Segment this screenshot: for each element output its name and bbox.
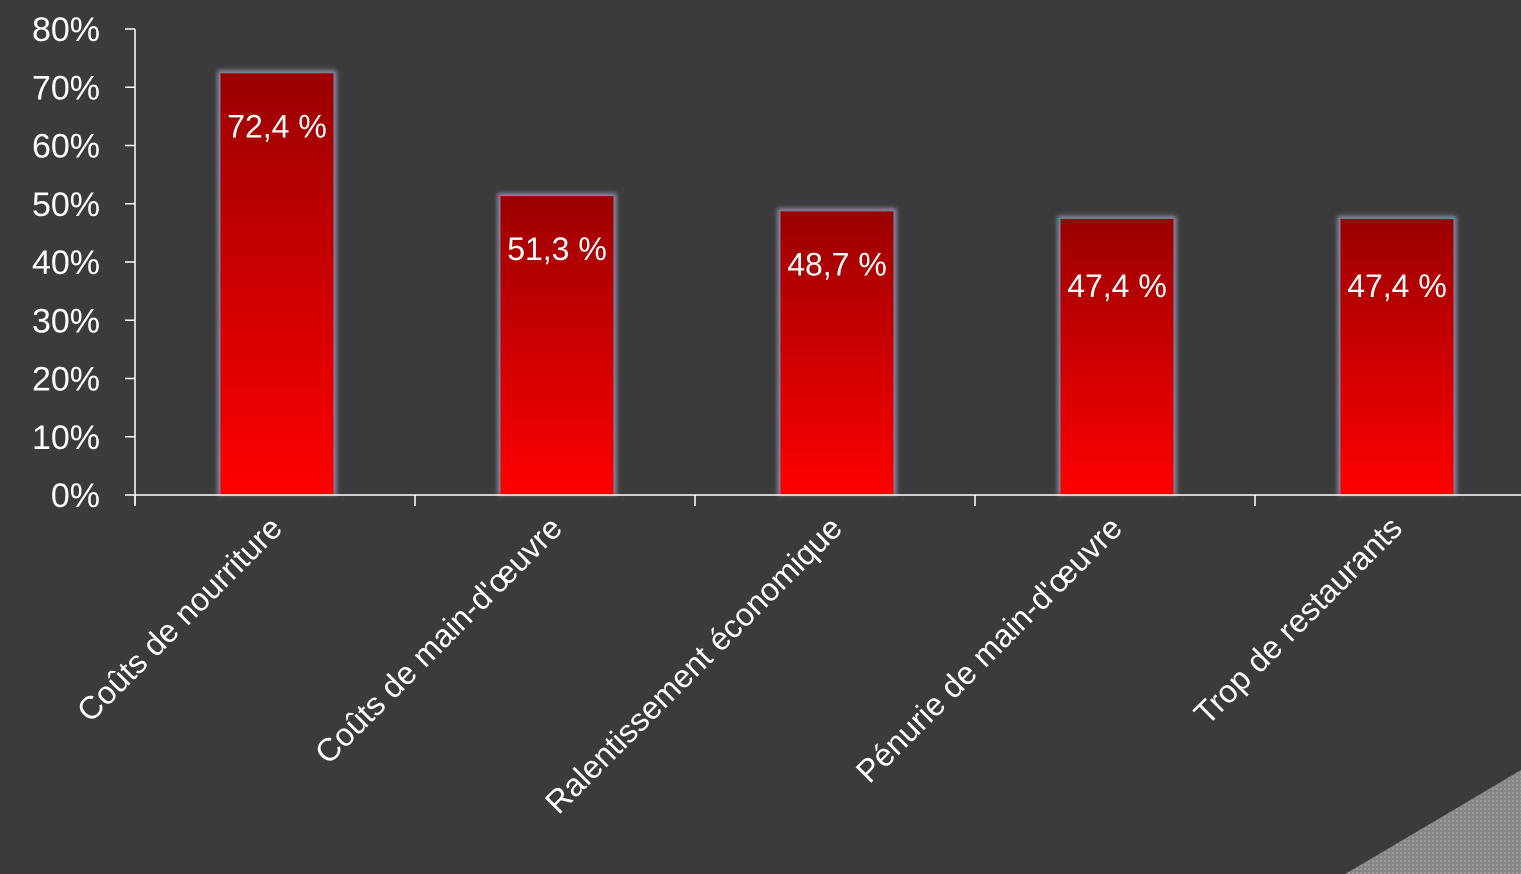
y-tick-label: 0% [51, 477, 100, 515]
category-label: Trop de restaurants [1187, 509, 1409, 731]
category-label: Coûts de nourriture [70, 509, 289, 728]
bar [1060, 218, 1174, 495]
y-tick-label: 10% [32, 419, 100, 457]
y-axis: 0% 10% 20% 30% 40% 50% 60% 70% 80% [32, 11, 136, 515]
y-tick-label: 40% [32, 244, 100, 282]
x-axis: Coûts de nourriture Coûts de main-d'œuvre… [70, 494, 1521, 820]
bar [500, 196, 614, 496]
bar [780, 211, 894, 495]
bar [220, 73, 334, 496]
y-tick-label: 30% [32, 302, 100, 340]
bars: 72,4 % 51,3 % 48,7 % 47,4 % 47,4 % [217, 70, 1457, 496]
bar [1340, 218, 1454, 495]
page-curl-decoration [1345, 770, 1521, 874]
category-label: Ralentissement économique [538, 509, 849, 820]
data-label: 47,4 % [1067, 268, 1167, 304]
category-label: Coûts de main-d'œuvre [308, 509, 569, 770]
data-label: 72,4 % [227, 108, 327, 144]
y-tick-label: 80% [32, 11, 100, 49]
y-tick-label: 70% [32, 69, 100, 107]
data-label: 51,3 % [507, 231, 607, 267]
y-tick-label: 60% [32, 128, 100, 166]
y-tick-label: 20% [32, 361, 100, 399]
data-label: 48,7 % [787, 246, 887, 282]
y-tick-label: 50% [32, 186, 100, 224]
data-label: 47,4 % [1347, 268, 1447, 304]
category-label: Pénurie de main-d'œuvre [849, 509, 1129, 789]
